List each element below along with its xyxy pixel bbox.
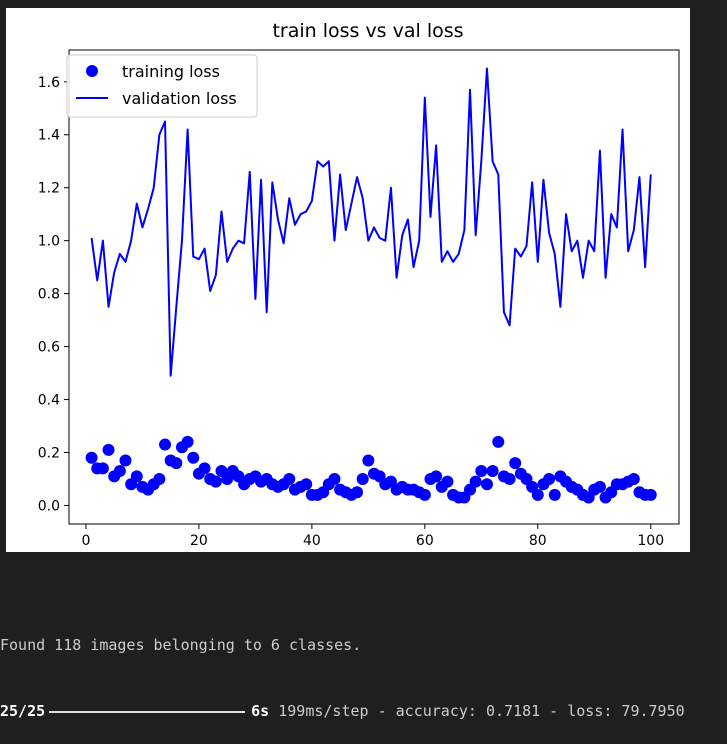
- y-tick-label: 0.0: [38, 498, 60, 514]
- training-loss-point: [209, 475, 222, 488]
- training-loss-point: [85, 451, 98, 464]
- training-loss-point: [531, 488, 544, 501]
- training-loss-point: [503, 472, 516, 485]
- training-loss-point: [362, 454, 375, 467]
- y-tick-label: 0.8: [38, 287, 60, 303]
- legend-marker-training-loss: [86, 65, 98, 77]
- training-loss-point: [300, 478, 313, 491]
- x-tick-label: 80: [529, 533, 547, 549]
- y-tick-label: 0.4: [38, 393, 60, 409]
- training-loss-point: [356, 472, 369, 485]
- progress-metrics: 199ms/step - accuracy: 0.7181 - loss: 79…: [269, 702, 685, 720]
- console-line-progress: 25/25 6s 199ms/step - accuracy: 0.7181 - …: [0, 700, 727, 722]
- training-loss-point: [548, 488, 561, 501]
- training-loss-point: [113, 465, 126, 478]
- chart-title: train loss vs val loss: [272, 20, 463, 42]
- x-tick-label: 60: [416, 533, 434, 549]
- y-tick-label: 1.2: [38, 181, 60, 197]
- progress-count: 25/25: [0, 702, 46, 720]
- x-tick-label: 40: [303, 533, 321, 549]
- legend-box: [66, 54, 258, 118]
- training-loss-point: [198, 462, 211, 475]
- training-loss-point: [486, 465, 499, 478]
- loss-chart: train loss vs val loss 0 20 40 60 80 100 0.0 0.…: [38, 20, 680, 549]
- training-loss-point: [509, 457, 522, 470]
- training-loss-point: [627, 472, 640, 485]
- y-tick-label: 0.2: [38, 446, 60, 462]
- y-tick-label: 1.0: [38, 234, 60, 250]
- training-loss-point: [492, 435, 505, 448]
- x-tick-label: 100: [637, 533, 664, 549]
- training-loss-point: [181, 435, 194, 448]
- training-loss-point: [441, 475, 454, 488]
- training-loss-point: [644, 488, 657, 501]
- elapsed-time: 6s: [251, 702, 270, 720]
- training-loss-point: [96, 462, 109, 475]
- training-loss-point: [170, 457, 183, 470]
- chart-figure: train loss vs val loss 0 20 40 60 80 100 0.0 0.…: [6, 8, 690, 552]
- validation-loss-line: [90, 67, 652, 377]
- training-loss-point: [593, 480, 606, 493]
- training-loss-point: [159, 438, 172, 451]
- training-loss-point: [187, 451, 200, 464]
- training-loss-point: [119, 454, 132, 467]
- training-loss-point: [469, 475, 482, 488]
- training-loss-point: [283, 472, 296, 485]
- y-tick-label: 0.6: [38, 340, 60, 356]
- x-tick-label: 20: [190, 533, 208, 549]
- training-loss-point: [102, 443, 115, 456]
- training-loss-point: [418, 488, 431, 501]
- legend-label-training-loss: training loss: [122, 62, 220, 81]
- training-loss-point: [351, 486, 364, 499]
- training-loss-point: [480, 478, 493, 491]
- training-loss-point: [430, 470, 443, 483]
- axes-frame: [68, 49, 680, 525]
- training-loss-point: [130, 470, 143, 483]
- console-line-found: Found 118 images belonging to 6 classes.: [0, 636, 362, 654]
- x-tick-label: 0: [81, 533, 90, 549]
- legend: training loss validation loss: [66, 54, 258, 118]
- training-loss-point: [328, 472, 341, 485]
- training-loss-point: [475, 465, 488, 478]
- progress-bar: [49, 710, 246, 713]
- y-tick-label: 1.6: [38, 75, 60, 91]
- legend-label-validation-loss: validation loss: [122, 89, 237, 108]
- y-tick-label: 1.4: [38, 128, 60, 144]
- training-loss-point: [153, 472, 166, 485]
- console-output: Found 118 images belonging to 6 classes.…: [0, 590, 727, 744]
- training-loss-point: [543, 472, 556, 485]
